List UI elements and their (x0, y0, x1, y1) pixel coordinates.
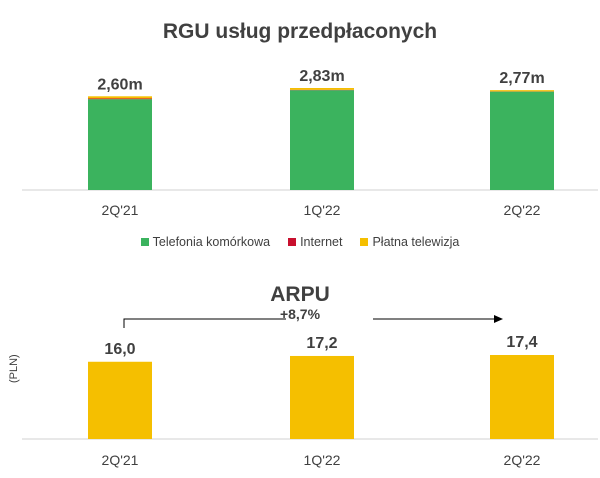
rgu-category-label-1: 2Q'21 (102, 202, 139, 218)
rgu-category-label-3: 2Q'22 (504, 202, 541, 218)
arpu-category-label-2: 1Q'22 (304, 452, 341, 468)
rgu-category-label-2: 1Q'22 (304, 202, 341, 218)
arpu-bar-3 (490, 355, 554, 439)
legend-label-internet: Internet (300, 235, 343, 249)
arpu-value-label-1: 16,0 (104, 341, 135, 358)
legend-item-tv: Płatna telewizja (360, 235, 459, 249)
rgu-bar-1-1 (88, 99, 152, 190)
legend-label-telefonia: Telefonia komórkowa (152, 235, 271, 249)
rgu-total-label-3: 2,77m (499, 70, 544, 87)
arpu-value-label-2: 17,2 (306, 335, 337, 352)
arpu-chart-title: ARPU (270, 283, 330, 306)
arpu-arrow-head (494, 315, 503, 323)
arpu-category-label-1: 2Q'21 (102, 452, 139, 468)
legend-swatch-telefonia (140, 238, 149, 246)
rgu-total-label-2: 2,83m (299, 68, 344, 85)
rgu-bar-2-1 (88, 98, 152, 100)
legend-label-tv: Płatna telewizja (372, 235, 460, 249)
arpu-category-label-3: 2Q'22 (504, 452, 541, 468)
legend-item-telefonia: Telefonia komórkowa (140, 235, 271, 249)
rgu-bar-3-3 (490, 90, 554, 92)
arpu-bar-1 (88, 361, 152, 439)
rgu-bar-3-1 (88, 96, 152, 99)
legend-swatch-tv (360, 238, 369, 246)
legend-swatch-internet (288, 238, 297, 246)
rgu-chart-title: RGU usług przedpłaconych (162, 20, 438, 43)
rgu-bar-1-2 (290, 90, 354, 190)
rgu-total-label-1: 2,60m (97, 76, 142, 93)
rgu-bar-3-2 (290, 88, 354, 90)
arpu-axis-label: (PLN) (8, 354, 20, 383)
arpu-value-label-3: 17,4 (506, 334, 537, 351)
arpu-bracket-left (123, 318, 286, 328)
arpu-change-annotation: +8,7% (279, 306, 321, 322)
legend-item-internet: Internet (288, 235, 342, 249)
rgu-legend: Telefonia komórkowa Internet Płatna tele… (0, 235, 600, 249)
arpu-bar-2 (290, 355, 354, 439)
rgu-bar-1-3 (490, 91, 554, 190)
